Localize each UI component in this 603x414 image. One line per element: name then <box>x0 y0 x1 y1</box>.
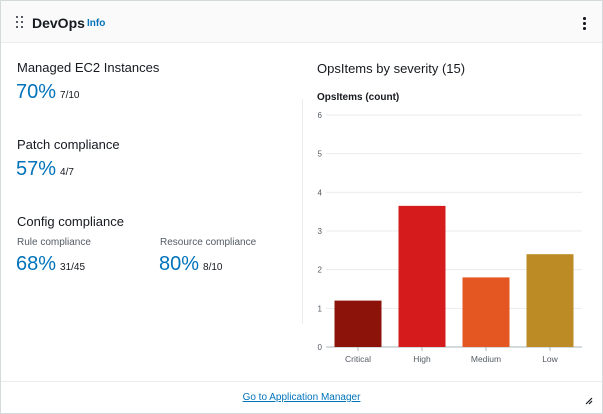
x-tick-label: Low <box>542 354 558 364</box>
resize-handle-icon[interactable] <box>585 397 593 405</box>
rule-compliance-value: 68% 31/45 <box>16 253 85 276</box>
bar-critical[interactable] <box>334 300 382 347</box>
info-link[interactable]: Info <box>87 18 106 29</box>
percent: 57% <box>16 158 57 180</box>
widget-header: DevOps Info <box>1 1 602 43</box>
footer-divider <box>1 381 602 382</box>
y-tick-label: 3 <box>318 227 323 236</box>
patch-compliance-label: Patch compliance <box>17 137 120 152</box>
y-axis-label: OpsItems (count) <box>317 92 399 103</box>
ratio: 4/7 <box>60 167 74 178</box>
vertical-ellipsis-icon[interactable] <box>581 16 587 30</box>
x-tick-label: Medium <box>471 354 501 364</box>
footer: Go to Application Manager <box>1 392 602 403</box>
managed-instances-label: Managed EC2 Instances <box>17 60 160 75</box>
y-tick-label: 2 <box>318 266 323 275</box>
chart-title: OpsItems by severity (15) <box>317 61 466 76</box>
managed-instances-value: 70% 7/10 <box>16 81 80 104</box>
config-compliance-label: Config compliance <box>17 214 124 229</box>
widget-title: DevOps <box>32 15 85 31</box>
y-tick-label: 1 <box>318 304 323 313</box>
y-tick-label: 5 <box>318 150 323 159</box>
ratio: 31/45 <box>60 262 86 273</box>
x-tick-label: Critical <box>345 354 371 364</box>
bar-medium[interactable] <box>462 277 510 347</box>
rule-compliance-label: Rule compliance <box>17 237 91 248</box>
percent: 70% <box>16 81 57 103</box>
x-tick-label: High <box>413 354 431 364</box>
patch-compliance-value: 57% 4/7 <box>16 158 74 181</box>
y-tick-label: 0 <box>318 343 323 352</box>
drag-handle-icon[interactable] <box>16 16 24 28</box>
resource-compliance-value: 80% 8/10 <box>159 253 223 276</box>
bar-high[interactable] <box>398 205 446 347</box>
divider <box>302 99 303 324</box>
percent: 80% <box>159 253 200 275</box>
application-manager-link[interactable]: Go to Application Manager <box>242 392 361 403</box>
resource-compliance-label: Resource compliance <box>160 237 257 248</box>
opsitems-bar-chart: OpsItems (count) 0 1 2 3 4 5 6 Critical High Medi… <box>317 92 582 364</box>
percent: 68% <box>16 253 57 275</box>
ratio: 8/10 <box>203 262 223 273</box>
ratio: 7/10 <box>60 90 80 101</box>
bar-low[interactable] <box>526 254 574 347</box>
y-tick-label: 6 <box>318 111 323 120</box>
y-tick-label: 4 <box>318 188 323 197</box>
